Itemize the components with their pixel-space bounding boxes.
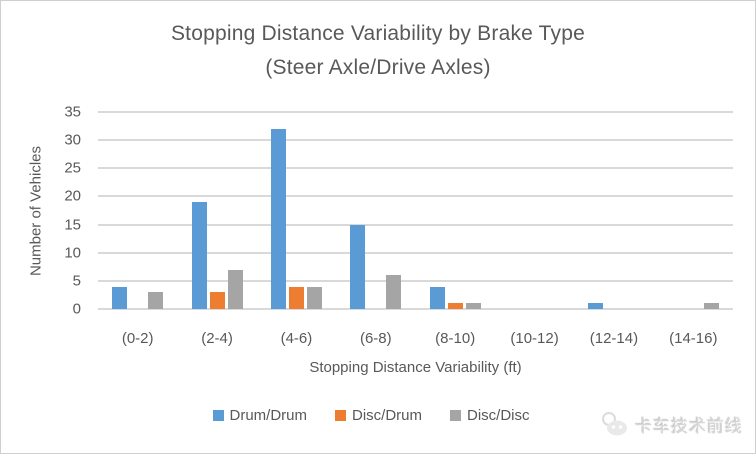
bar-disc-disc-6-8 <box>386 275 402 309</box>
gridline-0 <box>98 308 733 310</box>
bar-disc-disc-14-16 <box>703 303 719 309</box>
x-axis-title: Stopping Distance Variability (ft) <box>309 359 522 376</box>
y-tick-label-20: 20 <box>64 187 81 205</box>
y-tick-label-10: 10 <box>64 244 81 262</box>
bar-group-12-14 <box>588 303 639 309</box>
y-axis-ticks: 0 5 10 15 20 25 30 35 <box>21 1 81 453</box>
gridline-15 <box>98 223 733 226</box>
chart-legend: Drum/Drum Disc/Drum Disc/Disc <box>1 407 741 424</box>
y-tick-label-0: 0 <box>72 300 81 318</box>
bar-group-8-10 <box>429 286 481 309</box>
watermark: 卡车技术前线 <box>600 411 743 437</box>
x-tick-label-4-6: (4-6) <box>280 330 313 347</box>
legend-item-drum-drum: Drum/Drum <box>212 407 308 424</box>
gridline-35 <box>98 111 733 113</box>
x-tick-label-12-14: (12-14) <box>589 330 639 347</box>
bar-disc-disc-0-2 <box>148 292 164 309</box>
y-tick-label-15: 15 <box>64 216 81 234</box>
bar-disc-disc-8-10 <box>465 303 481 309</box>
bar-drum-drum-4-6 <box>270 128 286 309</box>
legend-label-drum-drum: Drum/Drum <box>229 407 308 424</box>
legend-label-disc-disc: Disc/Disc <box>467 407 530 424</box>
bar-drum-drum-8-10 <box>429 286 445 309</box>
bar-drum-drum-2-4 <box>191 202 207 309</box>
x-axis-ticks: (0-2) (2-4) (4-6) (6-8) (8-10) (10-12) (12-14)… <box>98 330 733 347</box>
x-tick-label-8-10: (8-10) <box>435 330 476 347</box>
chart-title-line1: Stopping Distance Variability by Brake T… <box>170 22 586 45</box>
x-tick-label-14-16: (14-16) <box>669 330 718 347</box>
x-tick-label-0-2: (0-2) <box>121 330 154 347</box>
x-tick-label-2-4: (2-4) <box>201 330 233 347</box>
bar-disc-drum-8-10 <box>447 303 463 309</box>
bar-disc-disc-4-6 <box>306 286 322 309</box>
bar-drum-drum-12-14 <box>588 303 604 309</box>
legend-swatch-disc-disc <box>450 410 461 421</box>
bar-disc-drum-2-4 <box>209 292 225 309</box>
bar-group-2-4 <box>191 202 243 309</box>
y-tick-label-5: 5 <box>72 272 81 290</box>
legend-item-disc-drum: Disc/Drum <box>335 407 422 424</box>
bar-disc-disc-2-4 <box>227 269 243 309</box>
bar-group-4-6 <box>270 128 322 309</box>
plot-area <box>98 111 733 310</box>
y-tick-label-30: 30 <box>64 131 81 149</box>
legend-item-disc-disc: Disc/Disc <box>450 407 530 424</box>
gridline-30 <box>98 139 733 142</box>
gridline-10 <box>98 251 733 254</box>
watermark-text: 卡车技术前线 <box>635 416 743 436</box>
legend-label-disc-drum: Disc/Drum <box>352 407 422 424</box>
gridline-25 <box>98 167 733 170</box>
y-tick-label-35: 35 <box>64 103 81 121</box>
legend-swatch-drum-drum <box>212 410 224 421</box>
bar-drum-drum-6-8 <box>350 224 366 309</box>
chart-title-line2: (Steer Axle/Drive Axles) <box>265 56 491 79</box>
x-tick-label-10-12: (10-12) <box>510 330 559 347</box>
legend-swatch-disc-drum <box>335 410 346 421</box>
bar-drum-drum-0-2 <box>112 286 128 309</box>
y-tick-label-25: 25 <box>64 159 81 177</box>
chart-title: Stopping Distance Variability by Brake T… <box>1 17 755 85</box>
gridline-20 <box>98 195 733 198</box>
watermark-logo-icon <box>600 411 630 437</box>
bar-group-14-16 <box>668 303 719 309</box>
gridline-5 <box>98 279 733 282</box>
x-tick-label-6-8: (6-8) <box>359 330 392 347</box>
bar-group-6-8 <box>350 224 402 309</box>
bar-group-0-2 <box>112 286 164 309</box>
bar-disc-drum-4-6 <box>288 286 304 309</box>
